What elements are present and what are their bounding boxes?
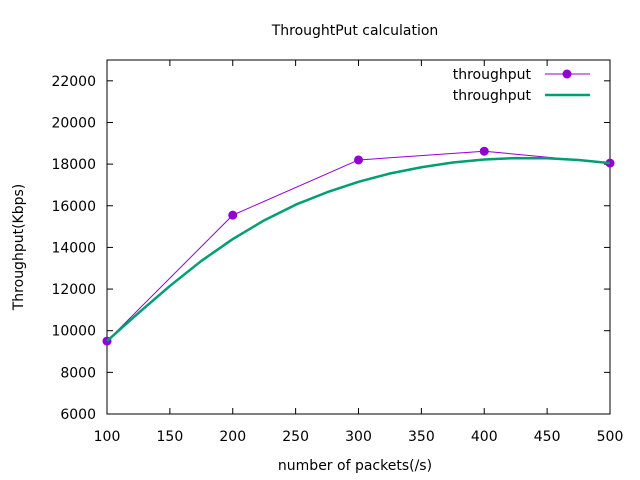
data-point [228,210,238,220]
x-tick-label: 250 [282,429,309,445]
plot-area: 100 150 200 250 300 350 400 450 500 6000 8000 1000… [51,59,624,445]
legend-label: throughput [453,88,532,104]
y-tick-label: 8000 [60,365,96,381]
x-tick-label: 350 [408,429,435,445]
series-layer [102,146,615,346]
x-tick-label: 100 [94,429,121,445]
y-axis-label: Throughput(Kbps) [11,184,27,312]
y-tick-label: 20000 [51,115,96,131]
x-tick-label: 450 [534,429,561,445]
x-axis-label: number of packets(/s) [278,458,432,474]
y-tick-label: 12000 [51,282,96,298]
y-tick-label: 6000 [60,407,96,423]
y-axis-ticks: 6000 8000 10000 12000 14000 16000 18000 20000 22… [51,74,610,423]
data-point [479,146,489,156]
x-tick-label: 400 [471,429,498,445]
legend-swatch-marker [562,69,572,79]
data-point [354,155,363,165]
y-tick-label: 22000 [51,74,96,90]
x-tick-label: 500 [597,429,624,445]
legend-label: throughput [453,67,532,83]
legend: throughput throughput [453,67,590,104]
x-tick-label: 300 [345,429,372,445]
y-tick-label: 14000 [51,240,96,256]
y-tick-label: 10000 [51,324,96,340]
x-tick-label: 200 [219,429,246,445]
x-axis-ticks: 100 150 200 250 300 350 400 450 500 [94,60,624,445]
series-line-1 [106,156,611,343]
x-tick-label: 150 [157,429,184,445]
y-tick-label: 16000 [51,199,96,215]
chart-title: ThroughtPut calculation [271,23,439,39]
y-tick-label: 18000 [51,157,96,173]
